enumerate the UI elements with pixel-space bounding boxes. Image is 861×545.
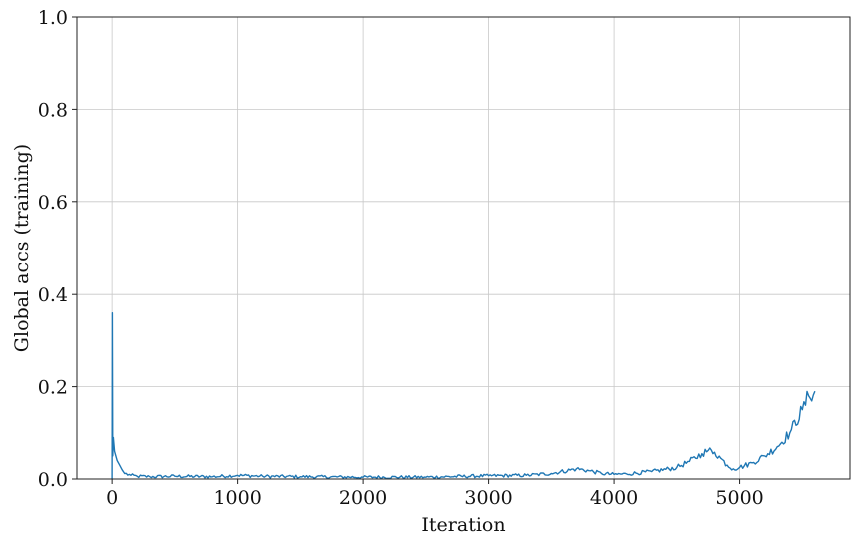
series-line — [111, 312, 816, 480]
grid-lines — [77, 16, 850, 480]
x-tick-label: 2000 — [339, 487, 387, 509]
x-tick-label: 3000 — [464, 487, 512, 509]
y-tick-label: 0.2 — [38, 377, 68, 399]
y-tick-label: 0.4 — [38, 284, 68, 306]
y-tick-label: 0.0 — [38, 469, 68, 491]
y-tick-label: 0.8 — [38, 99, 68, 121]
plot-frame — [76, 16, 851, 480]
x-tick-label: 4000 — [590, 487, 638, 509]
x-tick-label: 0 — [106, 487, 118, 509]
y-tick-label: 0.6 — [38, 192, 68, 214]
y-tick-label: 1.0 — [38, 7, 68, 29]
series-layer — [111, 312, 816, 480]
y-axis-label: Global accs (training) — [11, 144, 33, 352]
x-axis-ticks: 0 1000 2000 3000 4000 5000 — [106, 479, 764, 509]
x-axis-label: Iteration — [421, 514, 505, 536]
y-axis-ticks: 0.0 0.2 0.4 0.6 0.8 1.0 — [38, 7, 77, 491]
x-tick-label: 5000 — [715, 487, 763, 509]
x-tick-label: 1000 — [213, 487, 261, 509]
